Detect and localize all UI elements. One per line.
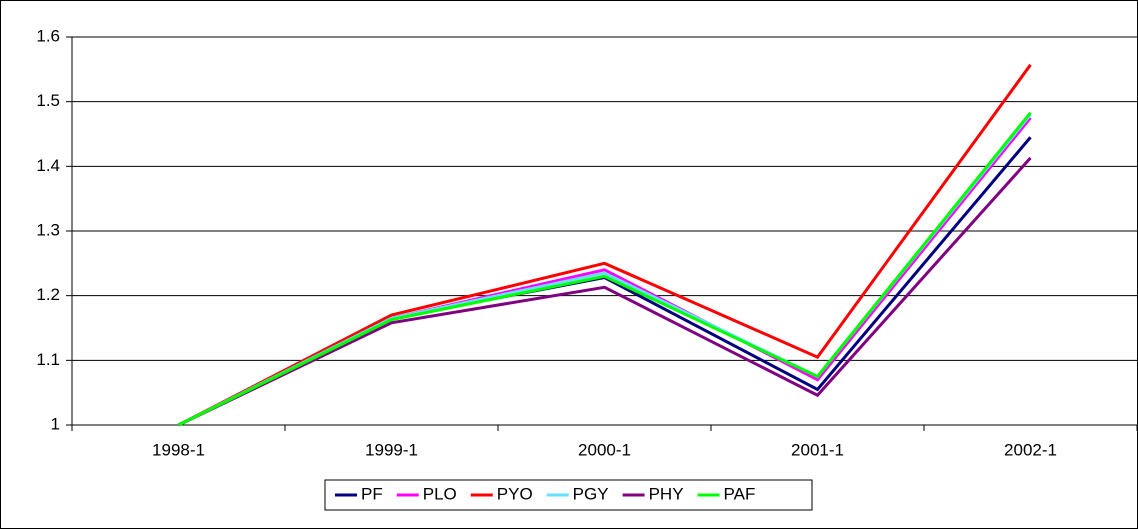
y-tick-label: 1.5 — [36, 91, 60, 110]
x-tick-label: 2000-1 — [578, 440, 631, 459]
y-tick-label: 1.1 — [36, 350, 60, 369]
series-line — [177, 156, 1032, 427]
y-tick-label: 1.6 — [36, 26, 60, 45]
x-tick-label: 2001-1 — [791, 440, 844, 459]
legend-label: PGY — [573, 484, 609, 503]
y-tick-label: 1.2 — [36, 285, 60, 304]
y-tick-label: 1 — [51, 414, 60, 433]
series-line — [177, 111, 1032, 427]
x-tick-label: 1999-1 — [365, 440, 418, 459]
y-tick-label: 1.4 — [36, 156, 60, 175]
legend-label: PLO — [423, 484, 457, 503]
legend-label: PF — [361, 484, 383, 503]
x-tick-label: 2002-1 — [1004, 440, 1057, 459]
y-tick-label: 1.3 — [36, 220, 60, 239]
legend-label: PYO — [497, 484, 533, 503]
legend-label: PAF — [724, 484, 756, 503]
legend: PF PLO PYO PGY PHY PAF — [335, 484, 755, 503]
legend-label: PHY — [649, 484, 684, 503]
series-line — [177, 63, 1032, 427]
x-tick-label: 1998-1 — [152, 440, 205, 459]
